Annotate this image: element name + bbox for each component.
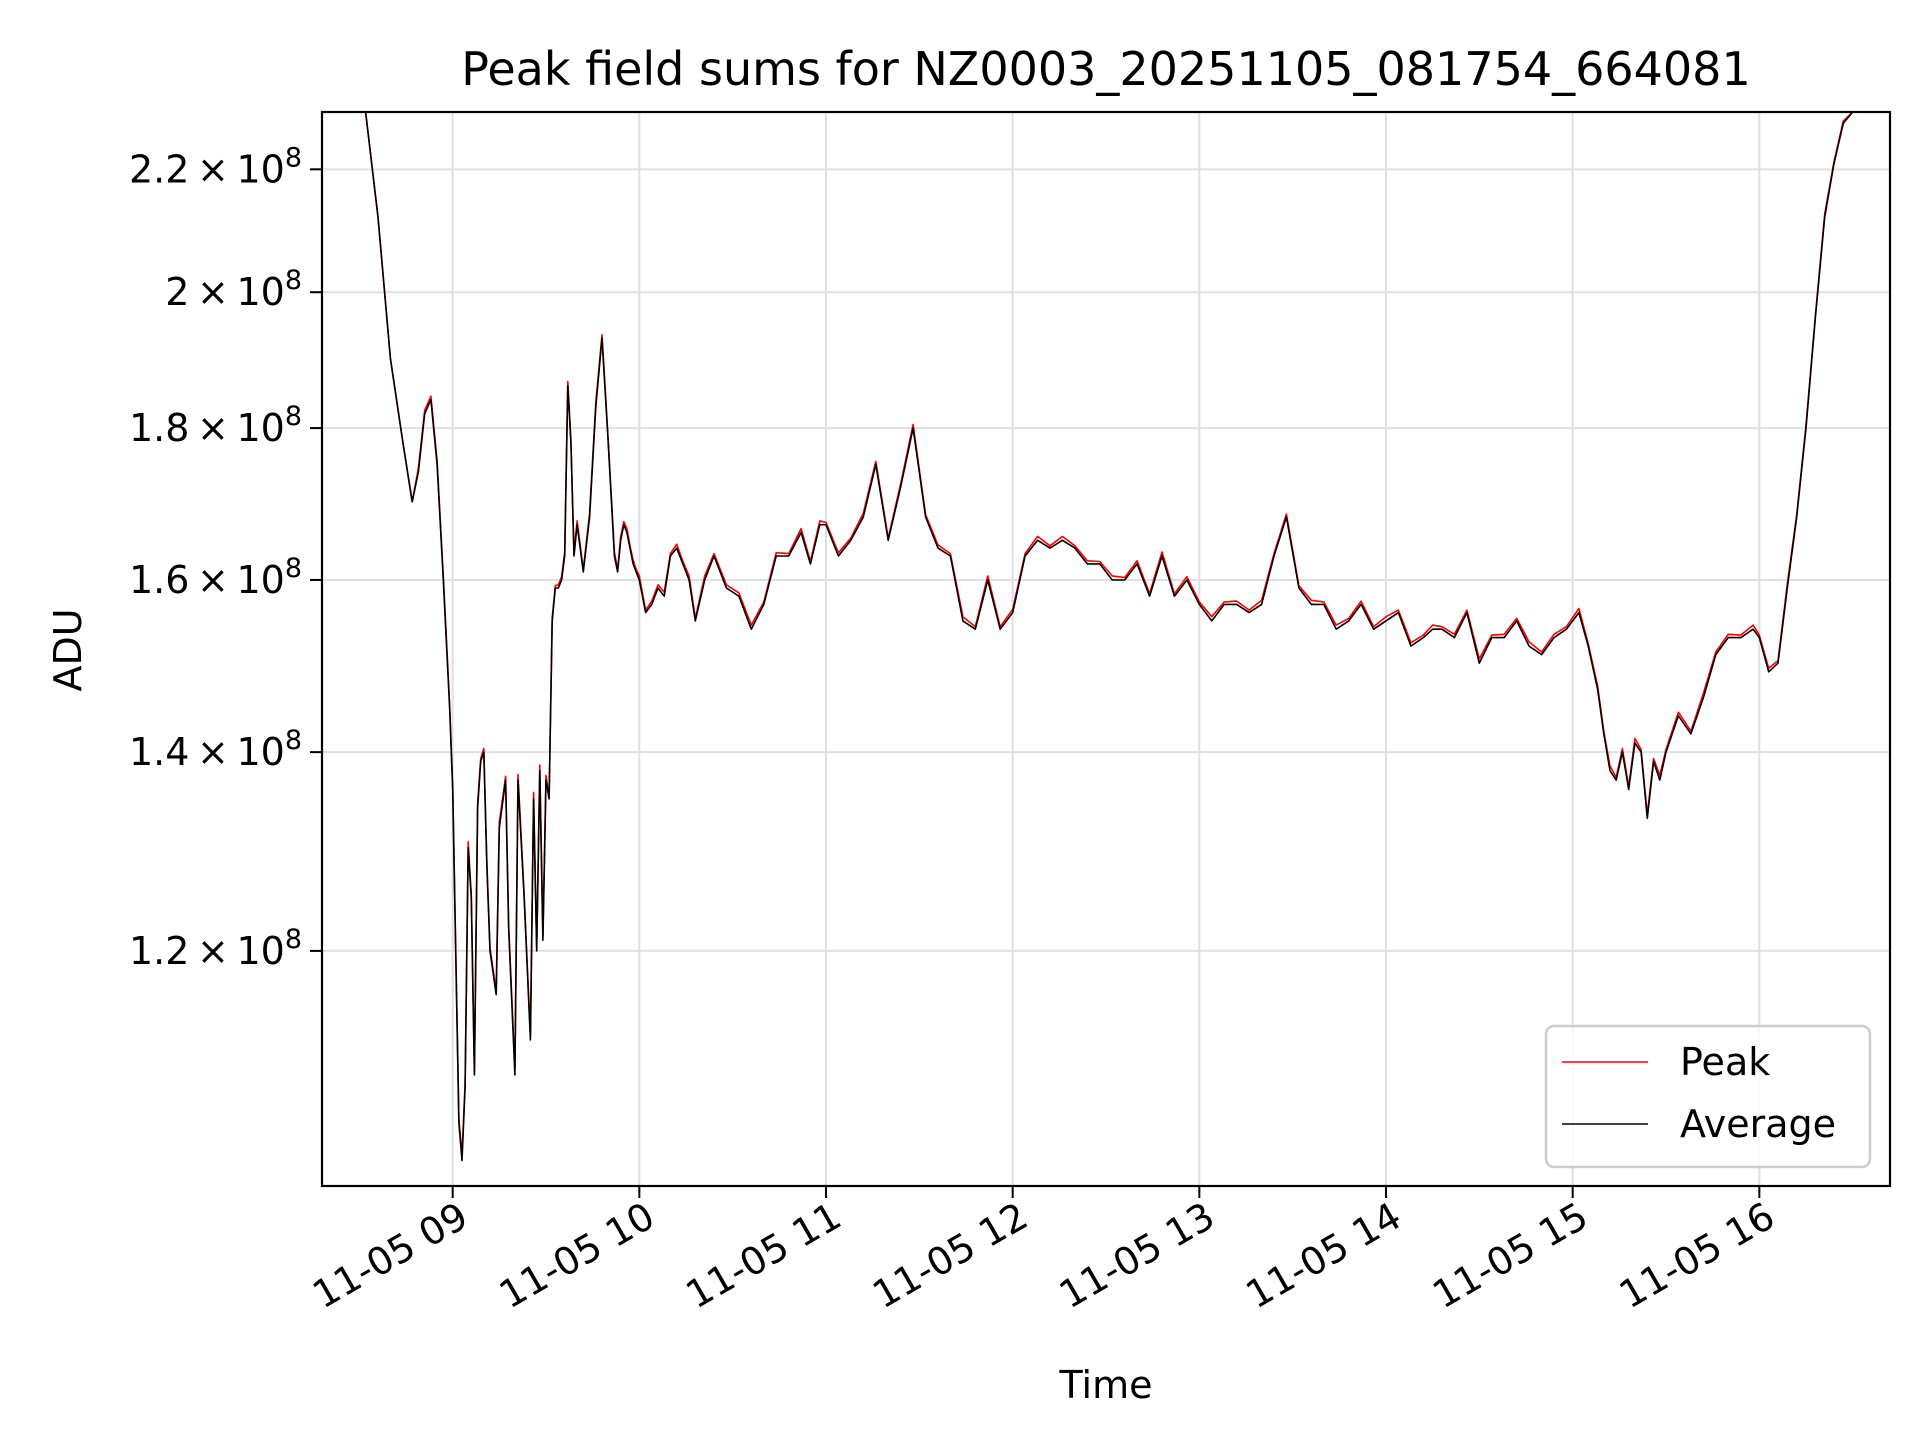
plot-frame xyxy=(320,110,1892,1188)
chart-title: Peak field sums for NZ0003_20251105_0817… xyxy=(461,42,1750,96)
y-axis: 1.2 × 108 1.4 × 108 1.6 × 108 1.8 × 108 2 × … xyxy=(129,142,322,973)
y-tick-label: 1.8 × 108 xyxy=(129,401,302,450)
average-line xyxy=(322,112,1862,1162)
legend: Peak Average xyxy=(1544,1024,1872,1169)
series-layer xyxy=(322,112,1862,1162)
y-tick-label: 1.4 × 108 xyxy=(129,725,302,774)
y-tick-label: 2.2 × 108 xyxy=(129,142,302,191)
y-tick-label: 1.2 × 108 xyxy=(129,924,302,973)
legend-peak-label: Peak xyxy=(1680,1040,1770,1084)
legend-average-label: Average xyxy=(1680,1102,1836,1146)
y-tick-label: 2 × 108 xyxy=(165,265,302,314)
y-axis-label: ADU xyxy=(46,608,90,691)
y-tick-label: 1.6 × 108 xyxy=(129,553,302,602)
grid xyxy=(322,112,1890,1186)
x-axis-label: Time xyxy=(1059,1363,1153,1407)
